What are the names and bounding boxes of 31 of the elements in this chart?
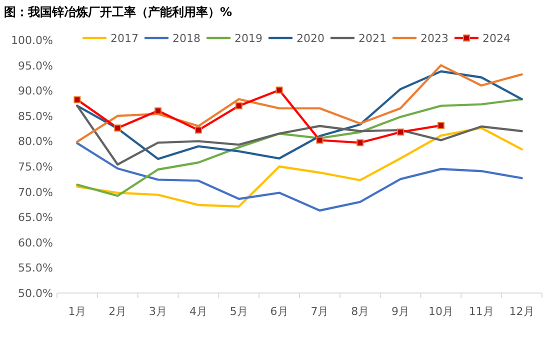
- y-tick-label: 100.0%: [11, 34, 53, 47]
- x-tick-label: 5月: [230, 305, 248, 318]
- legend-label: 2024: [482, 32, 510, 45]
- y-tick-label: 60.0%: [18, 236, 53, 250]
- x-tick-label: 1月: [68, 305, 86, 318]
- legend-label: 2018: [172, 32, 200, 45]
- x-tick-label: 8月: [351, 305, 370, 318]
- x-tick-label: 7月: [310, 305, 329, 318]
- x-tick-label: 10月: [428, 305, 454, 318]
- x-tick-label: 3月: [149, 305, 168, 318]
- x-tick-label: 2月: [108, 305, 127, 318]
- x-tick-label: 6月: [270, 305, 288, 318]
- y-tick-label: 75.0%: [18, 160, 53, 174]
- y-tick-label: 55.0%: [18, 262, 53, 275]
- x-tick-label: 12月: [509, 305, 534, 318]
- legend-label: 2023: [420, 32, 448, 45]
- legend-label: 2017: [110, 32, 138, 45]
- y-tick-label: 95.0%: [18, 59, 53, 72]
- y-tick-label: 85.0%: [18, 110, 53, 123]
- x-tick-label: 9月: [392, 305, 410, 318]
- y-tick-label: 65.0%: [18, 211, 53, 224]
- x-tick-label: 11月: [468, 305, 494, 318]
- legend-label: 2020: [296, 32, 324, 45]
- y-tick-label: 50.0%: [18, 287, 53, 300]
- x-tick-label: 4月: [189, 305, 208, 318]
- y-tick-label: 80.0%: [18, 135, 53, 148]
- title: 图：我国锌冶炼厂开工率（产能利用率）%: [4, 5, 232, 19]
- legend-label: 2021: [358, 32, 386, 45]
- legend-label: 2019: [234, 32, 262, 45]
- y-tick-label: 70.0%: [18, 186, 53, 199]
- y-tick-label: 90.0%: [18, 84, 53, 98]
